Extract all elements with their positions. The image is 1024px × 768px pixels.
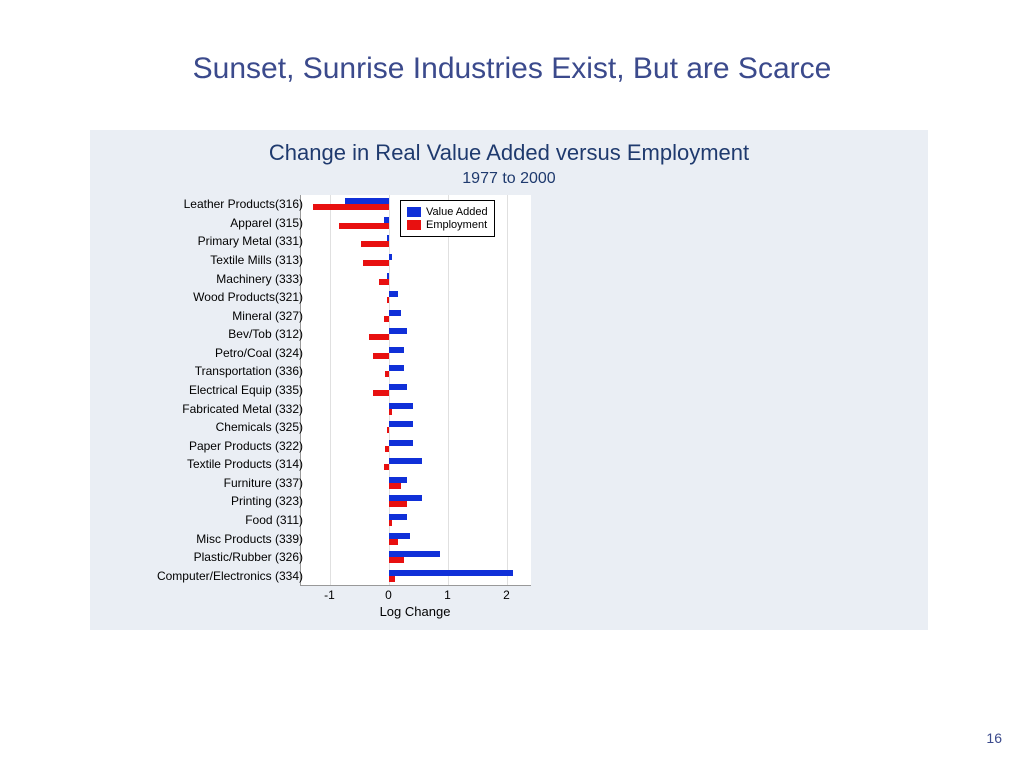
category-label: Textile Products (314) xyxy=(187,457,303,471)
bar-value-added xyxy=(389,458,421,464)
legend: Value Added Employment xyxy=(400,200,495,237)
category-label: Fabricated Metal (332) xyxy=(182,402,303,416)
legend-swatch-employment xyxy=(407,220,421,230)
chart-panel: Change in Real Value Added versus Employ… xyxy=(90,130,928,630)
bar-value-added xyxy=(389,570,513,576)
bar-employment xyxy=(361,241,389,247)
category-label: Wood Products(321) xyxy=(193,290,303,304)
bar-value-added xyxy=(389,347,404,353)
slide: Sunset, Sunrise Industries Exist, But ar… xyxy=(0,0,1024,768)
bar-employment xyxy=(385,446,390,452)
bar-value-added xyxy=(389,421,413,427)
legend-label-employment: Employment xyxy=(426,219,487,231)
category-label: Paper Products (322) xyxy=(189,439,303,453)
legend-swatch-value-added xyxy=(407,207,421,217)
category-label: Apparel (315) xyxy=(230,216,303,230)
gridline xyxy=(448,195,449,585)
bar-value-added xyxy=(389,365,404,371)
gridline xyxy=(330,195,331,585)
bar-employment xyxy=(379,279,390,285)
chart-subtitle: 1977 to 2000 xyxy=(90,170,928,188)
chart-title: Change in Real Value Added versus Employ… xyxy=(90,140,928,166)
bar-value-added xyxy=(389,384,407,390)
bar-value-added xyxy=(389,440,413,446)
plot-area xyxy=(300,195,531,586)
bar-employment xyxy=(387,297,390,303)
bar-employment xyxy=(389,539,398,545)
bar-employment xyxy=(373,353,390,359)
bar-employment xyxy=(389,409,392,415)
gridline xyxy=(507,195,508,585)
slide-title: Sunset, Sunrise Industries Exist, But ar… xyxy=(0,52,1024,86)
bar-employment xyxy=(387,427,390,433)
category-label: Food (311) xyxy=(245,513,303,527)
legend-item-value-added: Value Added xyxy=(407,206,488,218)
bar-value-added xyxy=(389,254,392,260)
page-number: 16 xyxy=(986,730,1002,746)
bar-value-added xyxy=(389,291,398,297)
legend-label-value-added: Value Added xyxy=(426,206,488,218)
category-label: Petro/Coal (324) xyxy=(215,346,303,360)
category-label: Leather Products(316) xyxy=(184,197,303,211)
category-label: Bev/Tob (312) xyxy=(228,327,303,341)
category-label: Electrical Equip (335) xyxy=(189,383,303,397)
x-axis-title: Log Change xyxy=(380,604,451,619)
category-label: Primary Metal (331) xyxy=(198,234,303,248)
category-label: Machinery (333) xyxy=(216,272,303,286)
category-label: Transportation (336) xyxy=(195,364,303,378)
bar-employment xyxy=(373,390,390,396)
category-label: Furniture (337) xyxy=(224,476,303,490)
bar-value-added xyxy=(389,310,401,316)
bar-employment xyxy=(339,223,389,229)
bar-employment xyxy=(363,260,390,266)
bar-employment xyxy=(369,334,390,340)
bar-employment xyxy=(389,576,395,582)
x-tick-label: 2 xyxy=(503,588,510,602)
category-label: Plastic/Rubber (326) xyxy=(194,550,303,564)
category-label: Mineral (327) xyxy=(232,309,303,323)
bar-employment xyxy=(389,483,401,489)
bar-value-added xyxy=(389,403,413,409)
bar-employment xyxy=(313,204,390,210)
category-label: Misc Products (339) xyxy=(196,532,303,546)
bar-employment xyxy=(384,316,390,322)
bar-employment xyxy=(389,501,407,507)
category-label: Printing (323) xyxy=(231,494,303,508)
category-label: Chemicals (325) xyxy=(216,420,303,434)
category-label: Computer/Electronics (334) xyxy=(157,569,303,583)
category-label: Textile Mills (313) xyxy=(210,253,303,267)
bar-employment xyxy=(389,557,404,563)
x-tick-label: 0 xyxy=(385,588,392,602)
bar-employment xyxy=(385,371,390,377)
x-tick-label: -1 xyxy=(324,588,335,602)
bar-employment xyxy=(389,520,392,526)
bar-value-added xyxy=(389,328,407,334)
bar-employment xyxy=(384,464,390,470)
legend-item-employment: Employment xyxy=(407,219,488,231)
x-tick-label: 1 xyxy=(444,588,451,602)
